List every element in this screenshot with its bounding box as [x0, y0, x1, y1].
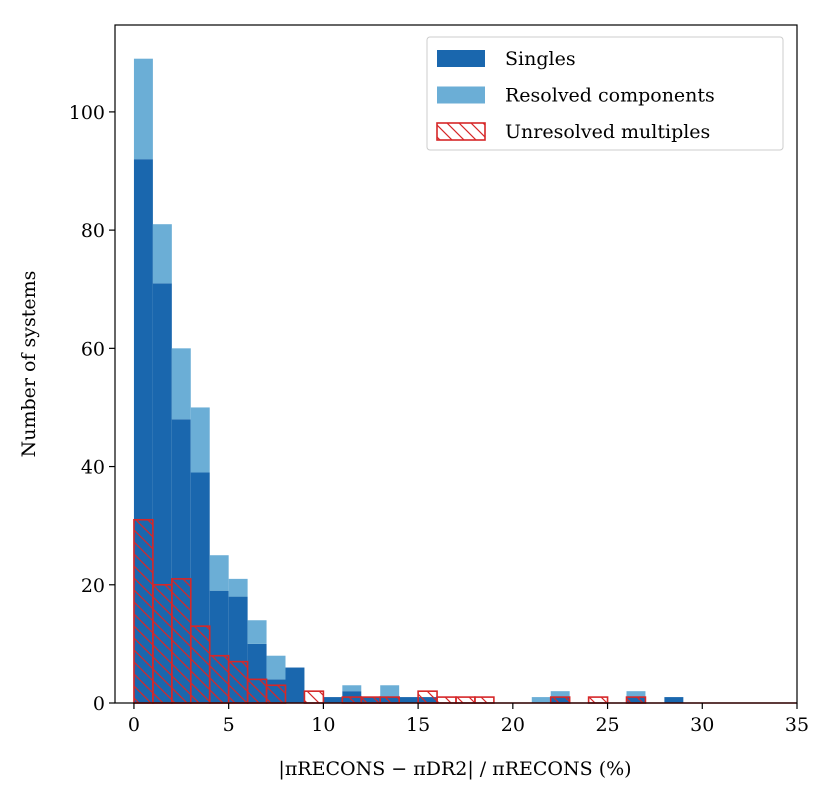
hatched-bar [246, 678, 268, 704]
hatched-bar [436, 696, 457, 704]
bar [531, 697, 551, 703]
bar [550, 691, 570, 698]
y-axis-label: Number of systems [18, 271, 40, 458]
bar [399, 697, 419, 703]
hatched-bar [625, 696, 647, 704]
bar [209, 555, 229, 591]
bar [190, 407, 210, 473]
x-tick-label: 0 [128, 714, 140, 736]
hatched-bar [265, 684, 287, 704]
hatched-bar [474, 696, 495, 704]
hatched-bar [341, 696, 363, 704]
bar [342, 685, 362, 692]
plot-frame [114, 24, 798, 704]
hatched-bar [549, 696, 571, 704]
hatched-bar [360, 696, 382, 704]
x-tick-label: 5 [223, 714, 235, 736]
hatched-bar [455, 696, 476, 704]
bar [626, 691, 646, 698]
x-tick-label: 35 [785, 714, 809, 736]
hatched-bar [227, 660, 249, 704]
x-tick-label: 30 [690, 714, 714, 736]
x-tick-label: 20 [501, 714, 525, 736]
hatched-bar [587, 696, 609, 704]
hatched-bar [133, 518, 154, 704]
legend-swatch [437, 50, 485, 67]
bar [266, 655, 286, 680]
x-tick-label: 15 [406, 714, 430, 736]
bar [228, 578, 248, 597]
bar [152, 224, 172, 284]
legend-swatch [437, 86, 485, 104]
legend: Singles Resolved components Unresolved mul… [426, 36, 784, 151]
x-axis-label: |πRECONS − πDR2| / πRECONS (%) [278, 758, 631, 780]
bar [380, 685, 400, 698]
hatched-bar [379, 696, 400, 704]
bar [133, 58, 153, 160]
y-tick-label: 40 [81, 457, 105, 479]
bar [247, 620, 267, 644]
y-tick-label: 80 [81, 220, 105, 242]
legend-frame [426, 36, 784, 151]
y-tick-label: 0 [93, 693, 105, 715]
legend-label: Unresolved multiples [505, 121, 710, 143]
legend-swatch [436, 122, 486, 141]
hatched-bar [417, 690, 438, 704]
hatched-bar [303, 690, 325, 704]
x-tick-label: 10 [311, 714, 335, 736]
x-tick-label: 25 [595, 714, 619, 736]
y-tick-label: 60 [81, 338, 105, 360]
bar [323, 697, 343, 703]
hatched-bar [171, 578, 192, 704]
bar [171, 348, 191, 420]
bar [285, 667, 305, 703]
legend-label: Resolved components [505, 85, 715, 107]
y-tick-label: 100 [69, 102, 105, 124]
hatched-bar [189, 625, 211, 704]
hatched-bar [208, 654, 230, 704]
legend-label: Singles [505, 48, 576, 70]
bar [664, 697, 684, 703]
hatched-bar [152, 583, 173, 704]
y-tick-label: 20 [81, 575, 105, 597]
